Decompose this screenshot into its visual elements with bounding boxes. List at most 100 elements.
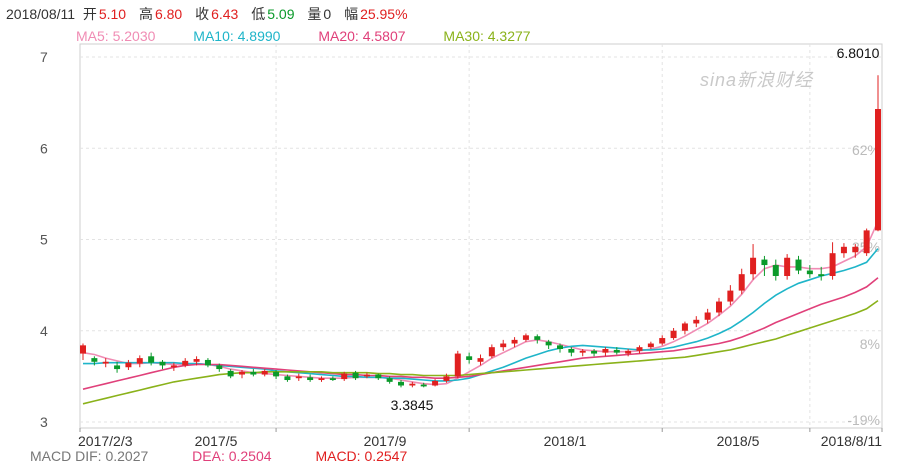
candle-body <box>591 350 598 354</box>
candle-body <box>727 290 734 302</box>
candle-body <box>239 371 245 375</box>
candle-body <box>102 361 109 364</box>
candle-body <box>204 359 211 366</box>
macd-dea-legend: DEA: 0.2504 <box>192 448 272 464</box>
candle-body <box>443 376 450 381</box>
candle-body <box>216 365 223 370</box>
volume-value: 0 <box>323 6 332 22</box>
x-tick-label: 2017/9 <box>364 433 407 449</box>
pct-tick-label: 62% <box>852 142 880 158</box>
x-tick-label: 2018/1 <box>544 433 587 449</box>
low-label: 低 <box>251 6 266 22</box>
candle-body <box>488 347 495 357</box>
candle-body <box>852 246 859 253</box>
x-tick-label: 2018/5 <box>717 433 760 449</box>
candle-body <box>738 274 745 291</box>
candle-body <box>602 349 609 353</box>
y-tick-label: 4 <box>40 323 48 339</box>
candle-body <box>784 257 791 276</box>
low-value: 5.09 <box>267 6 295 22</box>
sina-watermark-logo: sina新浪财经 <box>700 70 814 90</box>
candle-body <box>875 109 881 231</box>
candle-body <box>511 339 518 344</box>
kline-chart: 7654362%35%8%-19%2017/2/32017/52017/9201… <box>40 43 883 449</box>
close-label: 收 <box>195 6 210 22</box>
candle-body <box>250 371 257 375</box>
candle-body <box>795 259 802 271</box>
candle-body <box>341 373 348 380</box>
candle-body <box>466 356 473 360</box>
candle-body <box>182 360 189 366</box>
open-label: 开 <box>82 6 97 22</box>
change-label: 幅 <box>344 6 359 22</box>
candle-body <box>750 257 757 275</box>
candle-body <box>636 347 643 351</box>
pct-tick-label: 8% <box>860 336 880 352</box>
candle-body <box>840 246 847 254</box>
candle-body <box>454 353 461 377</box>
candle-body <box>557 345 563 349</box>
candle-body <box>432 380 439 386</box>
high-label: 高 <box>138 6 153 22</box>
candle-body <box>761 259 768 266</box>
candle-body <box>818 274 825 276</box>
change-value: 25.95% <box>360 6 408 22</box>
candle-body <box>307 377 314 381</box>
candle-body <box>318 378 325 381</box>
candle-body <box>647 343 654 348</box>
macd-value-legend: MACD: 0.2547 <box>315 448 408 464</box>
candle-body <box>704 312 711 320</box>
candle-body <box>398 381 404 386</box>
candle-body <box>681 323 688 331</box>
max-price-label: 6.8010 <box>837 45 880 61</box>
candle-body <box>261 370 268 375</box>
ma5-legend: MA5: 5.2030 <box>76 28 156 44</box>
candle-body <box>91 358 98 362</box>
candle-body <box>80 345 86 354</box>
ma10-legend: MA10: 4.8990 <box>193 28 281 44</box>
x-tick-label: 2017/2/3 <box>78 433 133 449</box>
ma30-legend: MA30: 4.3277 <box>443 28 531 44</box>
candle-body <box>284 376 291 381</box>
series-line-ma30 <box>82 299 879 405</box>
candle-body <box>227 370 234 377</box>
plot-frame <box>79 43 883 429</box>
candle-body <box>363 374 370 377</box>
candle-body <box>545 341 552 346</box>
candle-body <box>148 356 155 363</box>
candle-body <box>625 350 632 354</box>
macd-legend: MACD DIF: 0.2027 DEA: 0.2504 MACD: 0.254… <box>30 448 447 464</box>
candle-body <box>420 384 427 387</box>
close-value: 6.43 <box>211 6 239 22</box>
candle-body <box>500 343 507 348</box>
open-value: 5.10 <box>98 6 127 22</box>
min-price-label: 3.3845 <box>391 397 434 413</box>
high-value: 6.80 <box>154 6 183 22</box>
header-date: 2018/08/11 <box>6 6 76 22</box>
volume-label: 量 <box>307 6 322 22</box>
candle-body <box>409 383 416 386</box>
candle-body <box>375 374 382 379</box>
x-tick-label: 2018/8/11 <box>821 433 882 449</box>
series-line-ma20 <box>82 277 879 390</box>
candle-body <box>829 253 836 276</box>
candle-body <box>125 362 132 368</box>
candle-body <box>477 358 484 362</box>
candle-body <box>193 359 200 362</box>
candle-body <box>863 230 870 254</box>
candle-body <box>522 335 529 340</box>
candle-body <box>329 378 336 381</box>
macd-dif-legend: MACD DIF: 0.2027 <box>30 448 149 464</box>
candle-body <box>170 365 177 368</box>
y-tick-label: 6 <box>40 140 48 156</box>
candle-body <box>716 301 722 313</box>
candle-body <box>772 265 779 276</box>
y-tick-label: 3 <box>40 414 48 430</box>
candle-body <box>579 350 586 353</box>
y-tick-label: 7 <box>40 49 48 65</box>
candle-body <box>159 361 166 366</box>
ma-legend: MA5: 5.2030 MA10: 4.8990 MA20: 4.5807 MA… <box>76 28 565 44</box>
pct-tick-label: -19% <box>847 412 880 428</box>
candle-body <box>273 371 280 377</box>
